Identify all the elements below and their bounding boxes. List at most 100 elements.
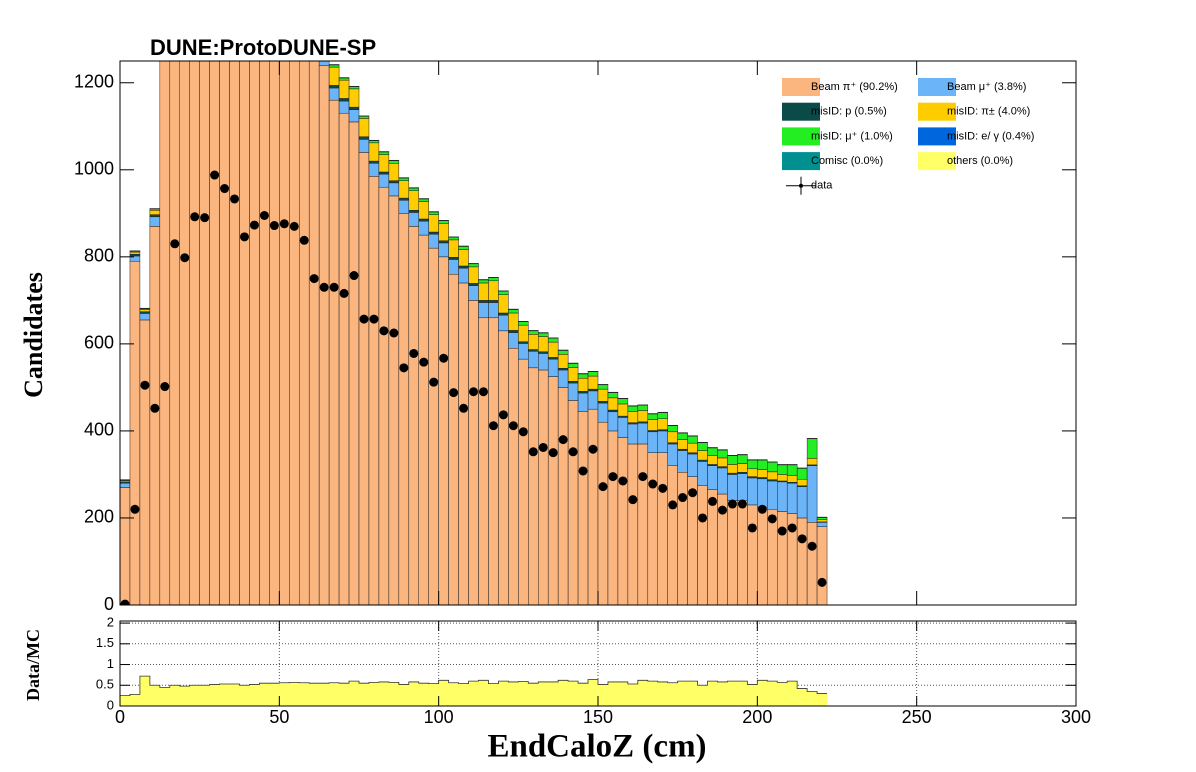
stack-segment: [547, 337, 559, 343]
ratio-bar: [607, 681, 619, 706]
data-point: [578, 466, 588, 476]
stack-segment: [597, 402, 609, 423]
stack-segment: [468, 300, 479, 605]
x-tick-label: 250: [902, 707, 932, 727]
y-tick-label: 2: [107, 615, 114, 630]
stack-segment: [677, 432, 688, 440]
stack-segment: [408, 212, 419, 227]
ratio-bar: [239, 685, 250, 706]
stack-segment: [398, 180, 410, 199]
stack-segment: [468, 283, 479, 286]
stack-segment: [727, 455, 738, 465]
data-point: [359, 314, 369, 324]
stack-segment: [786, 464, 798, 476]
stack-segment: [448, 257, 459, 260]
stack-segment: [806, 522, 818, 605]
stack-segment: [657, 430, 668, 453]
stack-segment: [767, 462, 778, 473]
data-point: [648, 479, 658, 489]
stack-segment: [139, 311, 151, 314]
ratio-bar: [796, 688, 808, 706]
stack-segment: [368, 176, 380, 605]
stack-segment: [120, 482, 131, 488]
ratio-bar: [657, 681, 668, 706]
stack-segment: [757, 469, 768, 478]
stack-segment: [358, 118, 370, 137]
stack-segment: [338, 98, 350, 102]
stack-segment: [438, 256, 449, 605]
legend-label: Beam μ⁺ (3.8%): [947, 81, 1026, 93]
stack-segment: [478, 282, 489, 301]
stack-segment: [597, 401, 609, 404]
stack-segment: [458, 246, 469, 250]
data-point: [120, 599, 130, 605]
ratio-bar: [169, 685, 181, 706]
stack-segment: [557, 369, 569, 388]
stack-segment: [368, 163, 380, 177]
stack-segment: [388, 195, 400, 605]
stack-segment: [737, 473, 748, 501]
stack-segment: [538, 369, 549, 605]
stack-segment: [428, 211, 439, 215]
stack-segment: [428, 231, 439, 235]
stack-segment: [358, 136, 370, 140]
stack-segment: [667, 443, 678, 466]
ratio-bar: [518, 681, 529, 706]
legend-swatch: [918, 78, 956, 96]
stack-segment: [806, 458, 818, 466]
data-point: [608, 472, 618, 482]
stack-segment: [627, 411, 639, 423]
stack-segment: [806, 438, 818, 459]
y-tick-label: 1000: [74, 159, 114, 179]
stack-segment: [587, 408, 599, 605]
ratio-bar: [289, 682, 300, 706]
ratio-bar: [438, 680, 449, 706]
stack-segment: [647, 413, 659, 420]
stack-segment: [587, 390, 599, 410]
stack-segment: [747, 477, 758, 506]
stack-segment: [428, 247, 439, 605]
data-point: [817, 577, 827, 587]
stack-segment: [587, 388, 599, 392]
stack-segment: [607, 392, 619, 399]
stack-segment: [428, 233, 439, 249]
stack-segment: [816, 522, 828, 527]
stack-segment: [458, 249, 469, 267]
stack-segment: [747, 504, 758, 605]
data-point: [658, 483, 668, 493]
data-point: [140, 380, 150, 390]
stack-segment: [229, 61, 240, 605]
stack-segment: [557, 354, 569, 369]
stack-segment: [518, 341, 529, 344]
x-tick-label: 50: [269, 707, 289, 727]
stack-segment: [418, 234, 429, 605]
legend-label: Beam π⁺ (90.2%): [811, 81, 898, 93]
stack-segment: [528, 330, 539, 335]
stack-segment: [388, 180, 400, 184]
stack-segment: [338, 112, 350, 605]
legend-label: others (0.0%): [947, 155, 1013, 167]
ratio-bar: [328, 682, 340, 706]
stack-segment: [577, 411, 589, 605]
stack-segment: [289, 61, 300, 605]
x-tick-label: 200: [742, 707, 772, 727]
stack-segment: [428, 214, 439, 233]
data-point: [130, 504, 140, 514]
stack-segment: [777, 481, 788, 512]
ratio-bar: [279, 682, 290, 706]
stack-segment: [567, 381, 579, 384]
data-point: [538, 442, 548, 452]
stack-segment: [677, 450, 688, 473]
stack-segment: [607, 409, 619, 413]
data-point: [727, 499, 737, 509]
legend-swatch: [782, 102, 820, 121]
stack-segment: [607, 411, 619, 432]
stack-segment: [169, 61, 181, 605]
data-point: [200, 213, 210, 223]
stack-segment: [448, 237, 459, 241]
stack-segment: [488, 317, 499, 605]
stack-segment: [358, 116, 370, 119]
ratio-bar: [637, 680, 649, 706]
stack-segment: [448, 259, 459, 275]
stack-segment: [418, 201, 429, 220]
